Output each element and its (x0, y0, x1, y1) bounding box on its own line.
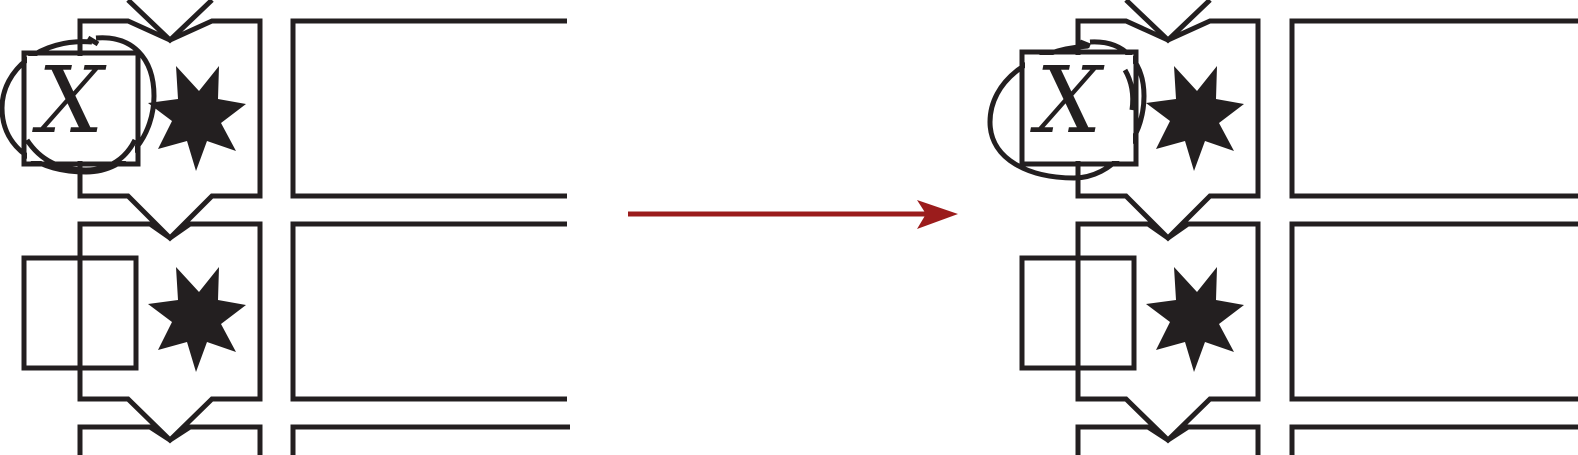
annotation-ellipse-inside (24, 138, 138, 173)
top-chevron-fragment (1124, 0, 1212, 44)
block-body (77, 18, 263, 242)
data-rectangle (1289, 18, 1578, 199)
star-icon (148, 66, 246, 171)
block-3 (77, 424, 570, 455)
star-icon (1146, 66, 1244, 171)
annotation-box (21, 50, 141, 167)
attached-square (21, 255, 139, 371)
data-rectangle-partial (290, 424, 570, 455)
star-icon (148, 267, 246, 372)
data-rectangle (290, 18, 573, 199)
block-2 (21, 221, 575, 444)
annotation-box (1019, 49, 1139, 167)
panel-after: X (987, 0, 1578, 455)
arrow-head (917, 200, 958, 229)
top-chevron-fragment (126, 0, 214, 44)
block-3 (1075, 424, 1578, 455)
annotation-group: X (987, 39, 1147, 181)
rectangle-open-edge-mask (567, 221, 575, 402)
annotation-box-inner-mask (27, 56, 135, 161)
block-body (1075, 18, 1261, 242)
block-body (77, 424, 263, 455)
annotation-box-inner-mask (1025, 55, 1133, 161)
block-body (77, 221, 263, 444)
attached-square (1019, 255, 1137, 371)
block-body (1075, 424, 1261, 455)
transition-arrow (628, 200, 958, 229)
annotation-group: X (0, 35, 157, 175)
annotation-ellipse-inside (1122, 68, 1136, 111)
rectangle-open-edge-mask (567, 18, 575, 199)
data-rectangle (1289, 221, 1578, 402)
annotation-ellipse (987, 39, 1147, 181)
annotation-variable-label: X (32, 47, 107, 154)
annotation-tick (86, 35, 100, 47)
block-1: X (987, 18, 1578, 242)
annotation-tick (1079, 39, 1091, 49)
annotation-variable-label: X (1030, 47, 1105, 154)
data-rectangle-partial (1289, 424, 1578, 455)
block-1: X (0, 18, 575, 242)
block-body (1075, 221, 1261, 444)
star-icon (1146, 267, 1244, 372)
data-rectangle (290, 221, 573, 402)
block-2 (1019, 221, 1578, 444)
panel-before: X (0, 0, 575, 455)
